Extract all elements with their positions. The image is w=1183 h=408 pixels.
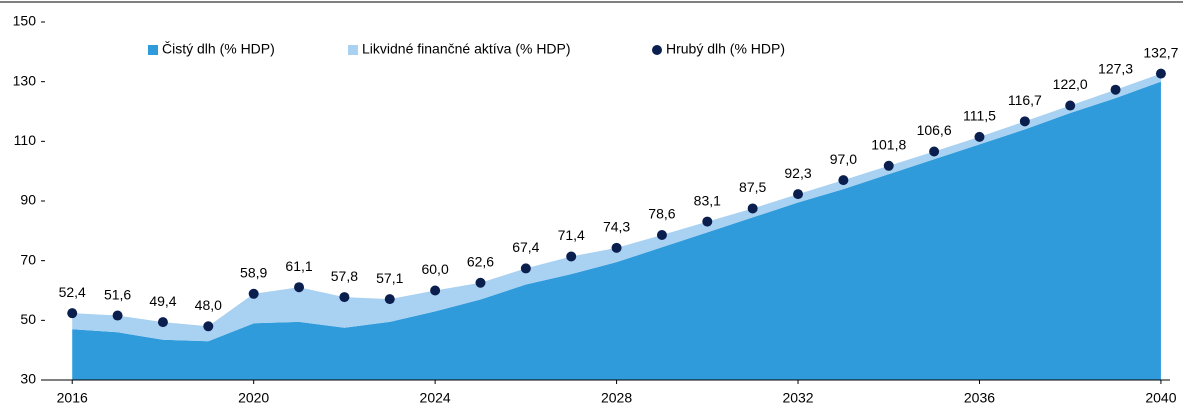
- legend-marker: [652, 45, 662, 55]
- data-label: 116,7: [1008, 92, 1042, 108]
- dot: [157, 317, 168, 328]
- dot: [339, 292, 350, 303]
- data-label: 132,7: [1143, 44, 1178, 60]
- dot: [430, 285, 441, 296]
- dot: [475, 277, 486, 288]
- data-label: 71,4: [558, 227, 585, 243]
- data-label: 67,4: [512, 239, 539, 255]
- data-label: 106,6: [917, 122, 952, 138]
- data-label: 49,4: [149, 293, 176, 309]
- dot: [656, 230, 667, 241]
- x-tick-label: 2036: [964, 390, 995, 406]
- data-label: 61,1: [285, 258, 312, 274]
- dot: [520, 263, 531, 274]
- dot: [294, 282, 305, 293]
- legend-label: Hrubý dlh (% HDP): [666, 41, 785, 57]
- dot: [248, 288, 259, 299]
- data-label: 101,8: [871, 136, 906, 152]
- legend-marker: [348, 45, 358, 55]
- dot: [974, 131, 985, 142]
- data-label: 122,0: [1053, 76, 1088, 92]
- dot: [1155, 68, 1166, 79]
- dot: [1019, 116, 1030, 127]
- dot: [929, 146, 940, 157]
- x-tick-label: 2028: [601, 390, 632, 406]
- data-label: 60,0: [421, 261, 448, 277]
- data-label: 127,3: [1098, 60, 1133, 76]
- data-label: 57,8: [331, 268, 358, 284]
- y-tick-label: 110: [14, 132, 37, 148]
- x-tick-label: 2016: [57, 390, 88, 406]
- y-tick-label: 50: [20, 311, 36, 327]
- dot: [747, 203, 758, 214]
- area: [72, 81, 1161, 381]
- data-label: 62,6: [467, 253, 494, 269]
- dot: [566, 251, 577, 262]
- data-label: 51,6: [104, 286, 131, 302]
- data-label: 97,0: [830, 151, 857, 167]
- legend-marker: [148, 45, 158, 55]
- dot: [1065, 100, 1076, 111]
- dot: [793, 189, 804, 200]
- x-tick-label: 2020: [238, 390, 269, 406]
- y-tick-label: 30: [20, 371, 36, 387]
- data-label: 52,4: [59, 284, 86, 300]
- dot: [203, 321, 214, 332]
- dot: [883, 160, 894, 171]
- y-tick-label: 130: [13, 72, 37, 88]
- data-label: 48,0: [195, 297, 222, 313]
- y-tick-label: 70: [20, 251, 36, 267]
- data-label: 57,1: [376, 270, 403, 286]
- data-label: 87,5: [739, 179, 766, 195]
- y-tick-label: 90: [20, 192, 36, 208]
- x-tick-label: 2024: [420, 390, 451, 406]
- data-label: 92,3: [784, 165, 811, 181]
- data-label: 83,1: [694, 192, 721, 208]
- legend-label: Likvidné finančné aktíva (% HDP): [362, 41, 571, 57]
- data-label: 111,5: [963, 108, 996, 124]
- y-tick-label: 150: [13, 13, 37, 29]
- dot: [838, 175, 849, 186]
- x-tick-label: 2040: [1145, 390, 1176, 406]
- dot: [67, 308, 78, 319]
- dot: [112, 310, 123, 321]
- data-label: 74,3: [603, 219, 630, 235]
- x-tick-label: 2032: [782, 390, 813, 406]
- legend-label: Čistý dlh (% HDP): [162, 41, 275, 57]
- dot: [702, 216, 713, 227]
- data-label: 78,6: [648, 206, 675, 222]
- dot: [1110, 84, 1121, 95]
- data-label: 58,9: [240, 264, 267, 280]
- dot: [611, 242, 622, 253]
- dot: [384, 294, 395, 305]
